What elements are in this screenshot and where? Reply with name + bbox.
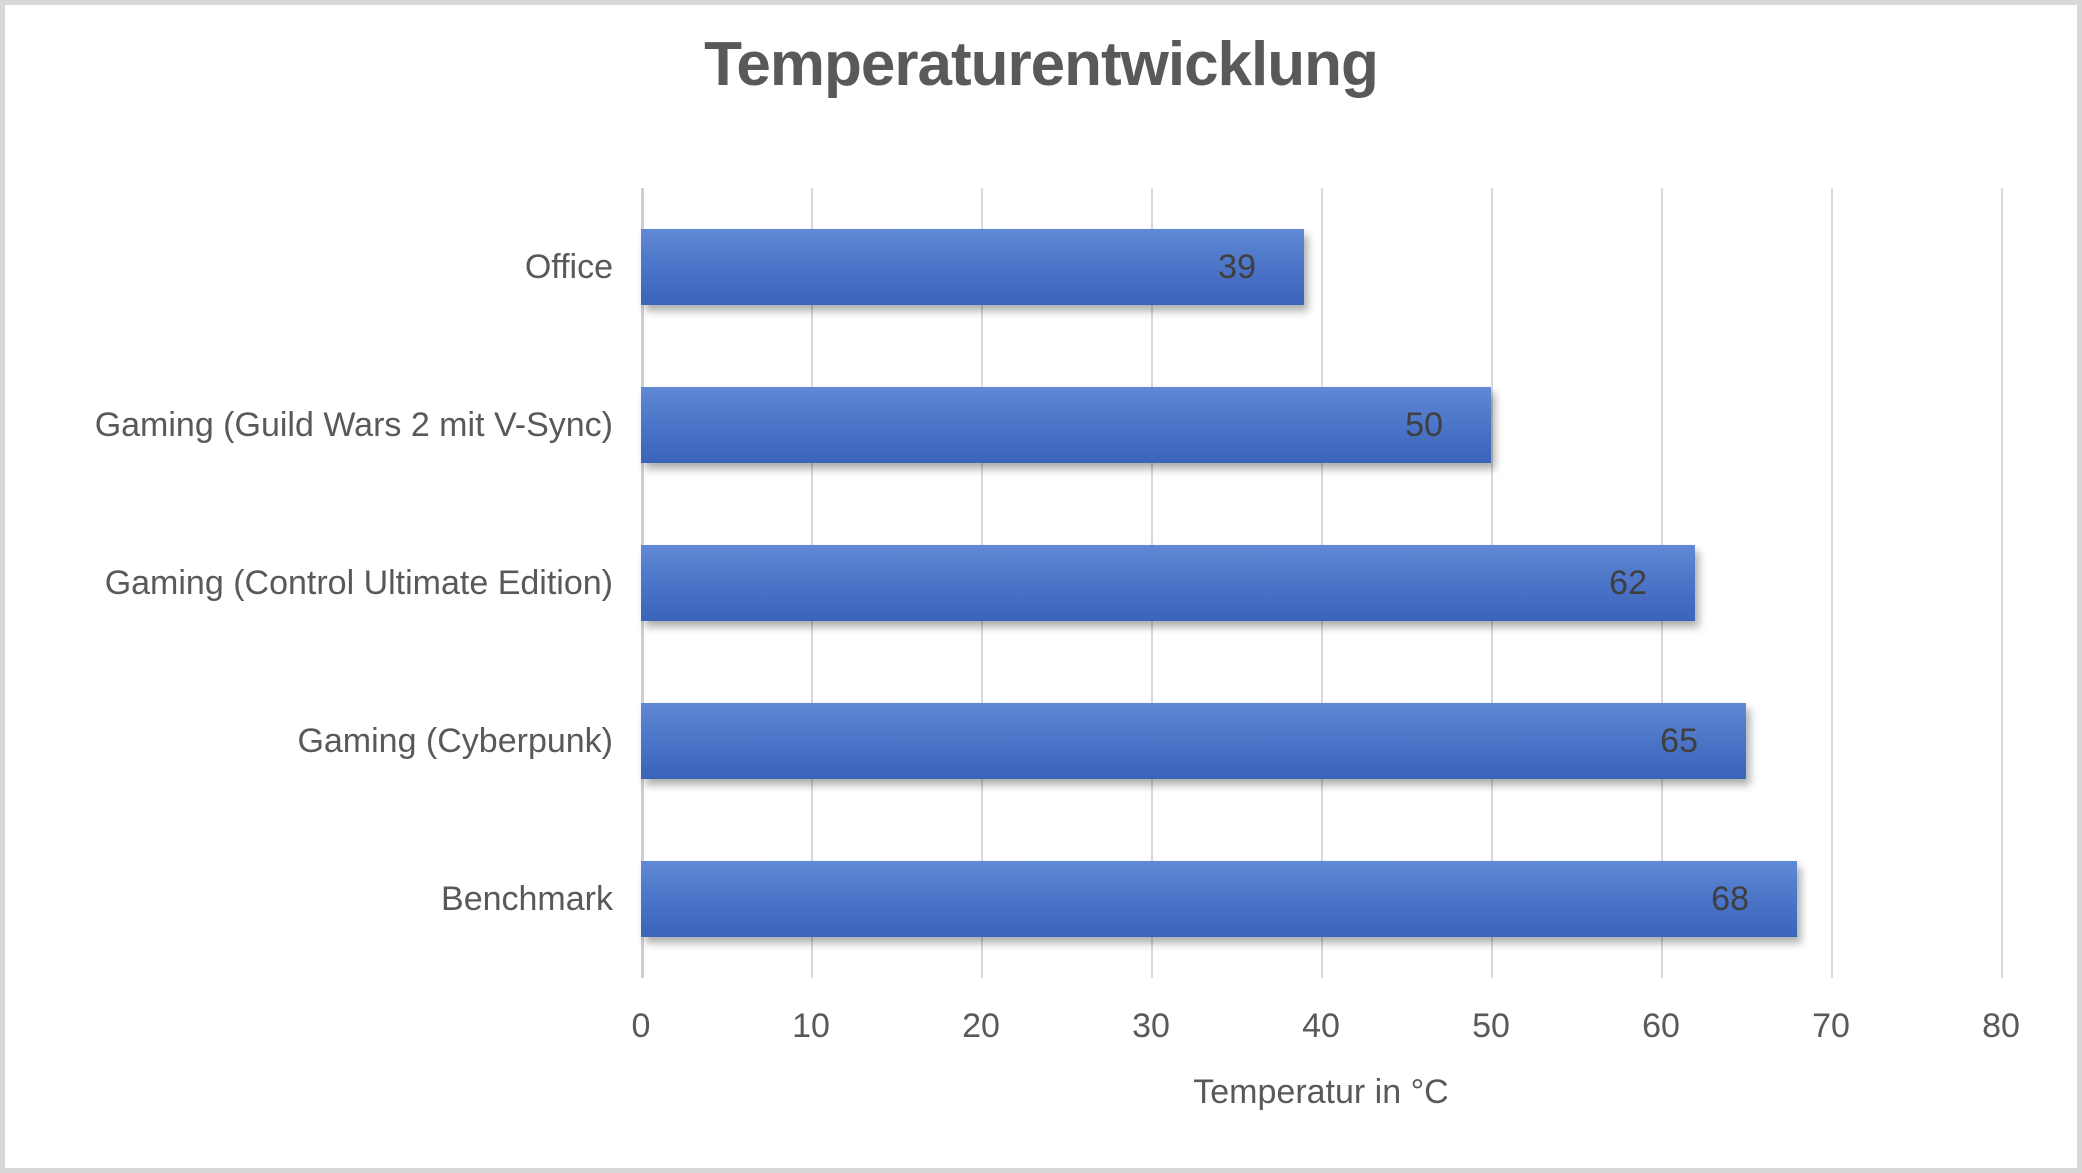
bar: 65 xyxy=(641,703,1746,779)
category-label: Gaming (Guild Wars 2 mit V-Sync) xyxy=(94,405,613,444)
category-label: Gaming (Cyberpunk) xyxy=(297,721,613,760)
bar-row: 50 xyxy=(641,346,2001,504)
gridline xyxy=(1831,188,1833,978)
gridline xyxy=(2001,188,2003,978)
category-axis-labels: Office Gaming (Guild Wars 2 mit V-Sync) Ga… xyxy=(5,188,613,978)
bar-value-label: 68 xyxy=(1711,879,1749,918)
bar: 68 xyxy=(641,861,1797,937)
bar: 62 xyxy=(641,545,1695,621)
chart-title: Temperaturentwicklung xyxy=(704,30,1379,99)
tick-label: 80 xyxy=(1982,1007,2020,1045)
bar-value-label: 39 xyxy=(1218,247,1256,286)
bar-row: 62 xyxy=(641,504,2001,662)
bar-value-label: 65 xyxy=(1660,721,1698,760)
bar-row: 65 xyxy=(641,662,2001,820)
bar-row: 68 xyxy=(641,820,2001,978)
tick-label: 10 xyxy=(792,1007,830,1045)
tick-label: 40 xyxy=(1302,1007,1340,1045)
tick-label: 70 xyxy=(1812,1007,1850,1045)
category-label: Office xyxy=(524,247,613,286)
tick-label: 50 xyxy=(1472,1007,1510,1045)
tick-label: 30 xyxy=(1132,1007,1170,1045)
x-axis-title: Temperatur in °C xyxy=(1193,1073,1449,1111)
tick-label: 20 xyxy=(962,1007,1000,1045)
plot-area: 39 50 62 65 68 xyxy=(641,188,2003,978)
tick-label: 0 xyxy=(631,1007,651,1045)
bar-value-label: 62 xyxy=(1609,563,1647,602)
bar: 50 xyxy=(641,387,1491,463)
category-label: Gaming (Control Ultimate Edition) xyxy=(104,563,613,602)
category-label: Benchmark xyxy=(441,879,613,918)
bar-value-label: 50 xyxy=(1405,405,1443,444)
bar: 39 xyxy=(641,229,1304,305)
tick-label: 60 xyxy=(1642,1007,1680,1045)
bar-row: 39 xyxy=(641,188,2001,346)
